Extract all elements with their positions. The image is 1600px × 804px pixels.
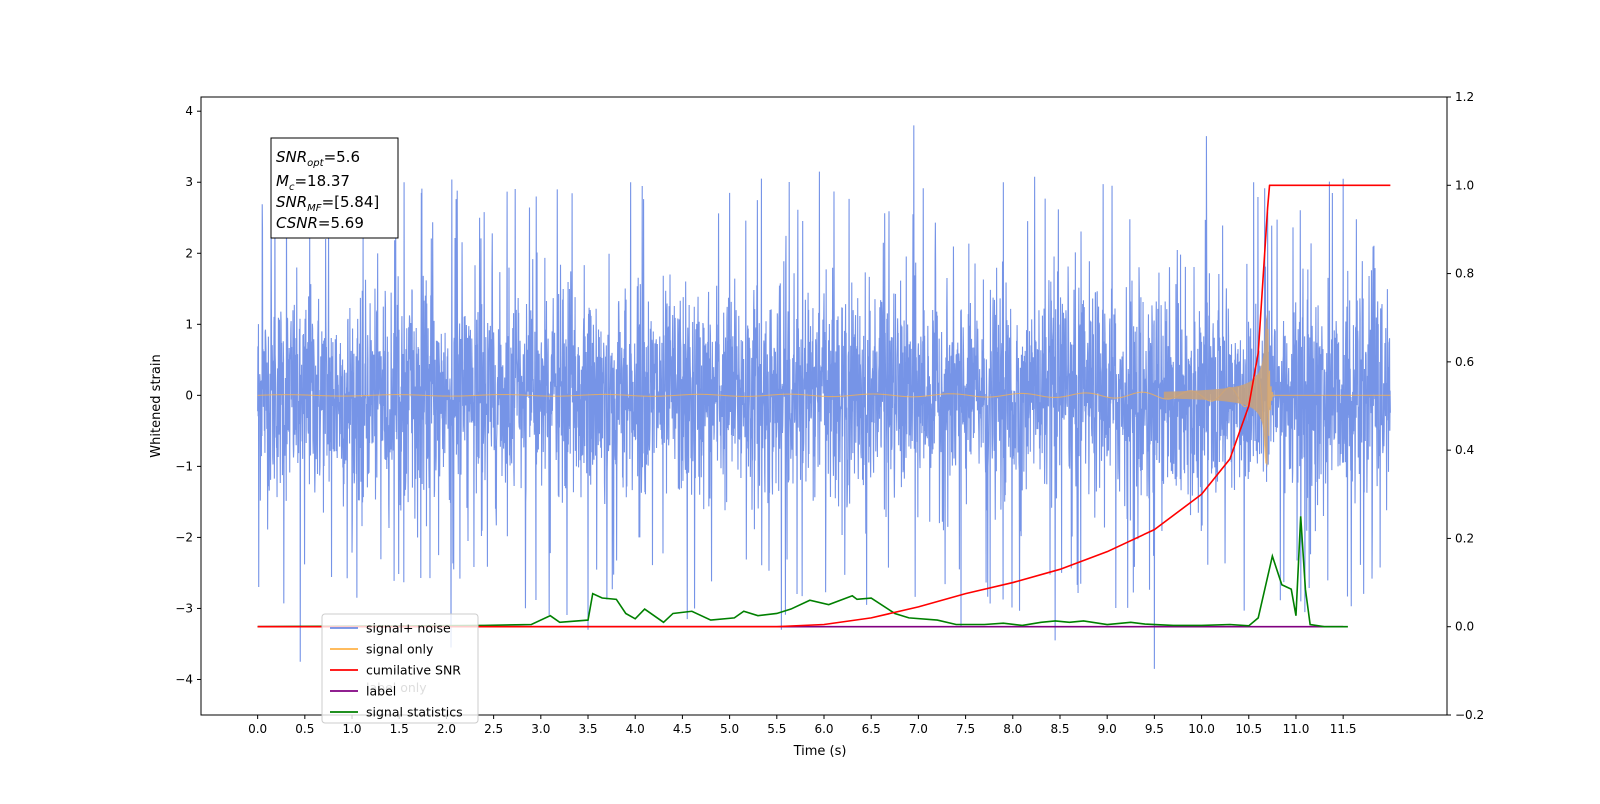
legend-label: signal statistics <box>366 705 463 720</box>
legend: label only signal+ noise signal only cumil… <box>321 613 479 724</box>
y-tick-label-right: 0.4 <box>1455 443 1474 457</box>
x-tick-label: 0.5 <box>295 722 314 736</box>
x-axis-label: Time (s) <box>793 744 847 759</box>
x-tick-label: 10.5 <box>1235 722 1262 736</box>
x-tick-label: 1.5 <box>390 722 409 736</box>
y-axis-right: 1.2 1.0 0.8 0.6 0.4 0.2 0.0 −0.2 <box>1447 90 1484 722</box>
legend-label: signal only <box>366 642 434 657</box>
x-tick-label: 11.0 <box>1283 722 1310 736</box>
y-tick-label-right: −0.2 <box>1455 708 1484 722</box>
x-tick-label: 2.5 <box>484 722 503 736</box>
y-tick-label-left: 2 <box>185 246 193 260</box>
y-tick-label-right: 1.0 <box>1455 178 1474 192</box>
snr-mf-annotation: SNRMF=[5.84] <box>276 193 379 214</box>
y-tick-label-right: 0.2 <box>1455 531 1474 545</box>
x-tick-label: 2.0 <box>437 722 456 736</box>
y-tick-label-left: 1 <box>185 317 193 331</box>
snr-opt-annotation: SNRopt=5.6 <box>276 148 360 169</box>
y-tick-label-left: 0 <box>185 388 193 402</box>
x-tick-label: 1.0 <box>342 722 361 736</box>
series-signal-statistics <box>257 516 1348 628</box>
series-cumulative-snr <box>257 184 1391 628</box>
x-tick-label: 9.0 <box>1098 722 1117 736</box>
legend-label: signal+ noise <box>366 621 451 636</box>
x-tick-label: 9.5 <box>1145 722 1164 736</box>
annotation-box: SNRopt=5.6 Mc=18.37 SNRMF=[5.84] CSNR=5.… <box>270 137 399 239</box>
x-tick-label: 8.5 <box>1050 722 1069 736</box>
series-signal-noise <box>257 125 1391 669</box>
x-tick-label: 4.0 <box>626 722 645 736</box>
y-tick-label-right: 0.0 <box>1455 620 1474 634</box>
y-tick-label-left: 3 <box>185 175 193 189</box>
y-tick-label-left: −2 <box>175 530 193 544</box>
series-signal-only-envelope <box>1163 310 1268 468</box>
x-tick-label: 0.0 <box>248 722 267 736</box>
y-tick-label-left: −4 <box>175 672 193 686</box>
x-tick-label: 4.5 <box>673 722 692 736</box>
x-axis: 0.0 0.5 1.0 1.5 2.0 2.5 3.0 3.5 4.0 4.5 5.0 5.5 6.0 6… <box>248 715 1357 736</box>
x-tick-label: 11.5 <box>1330 722 1357 736</box>
y-tick-label-right: 1.2 <box>1455 90 1474 104</box>
legend-ghost-text: label only <box>366 680 427 695</box>
y-axis-label-left: Whitened strain <box>149 354 164 457</box>
x-tick-label: 3.5 <box>578 722 597 736</box>
y-tick-label-right: 0.8 <box>1455 267 1474 281</box>
x-tick-label: 7.0 <box>909 722 928 736</box>
x-tick-label: 5.5 <box>767 722 786 736</box>
x-tick-label: 3.0 <box>531 722 550 736</box>
y-tick-label-left: −3 <box>175 601 193 615</box>
x-tick-label: 5.0 <box>720 722 739 736</box>
legend-label: cumilative SNR <box>366 663 461 678</box>
x-tick-label: 6.0 <box>814 722 833 736</box>
x-tick-label: 10.0 <box>1188 722 1215 736</box>
x-tick-label: 8.0 <box>1003 722 1022 736</box>
y-tick-label-left: 4 <box>185 104 193 118</box>
y-tick-label-right: 0.6 <box>1455 355 1474 369</box>
x-tick-label: 6.5 <box>862 722 881 736</box>
csnr-annotation: CSNR=5.69 <box>276 214 364 232</box>
x-tick-label: 7.5 <box>956 722 975 736</box>
legend-label: label <box>366 684 396 699</box>
y-axis-left: 4 3 2 1 0 −1 −2 −3 −4 <box>175 104 201 686</box>
mc-annotation: Mc=18.37 <box>276 172 350 193</box>
y-tick-label-left: −1 <box>175 459 193 473</box>
